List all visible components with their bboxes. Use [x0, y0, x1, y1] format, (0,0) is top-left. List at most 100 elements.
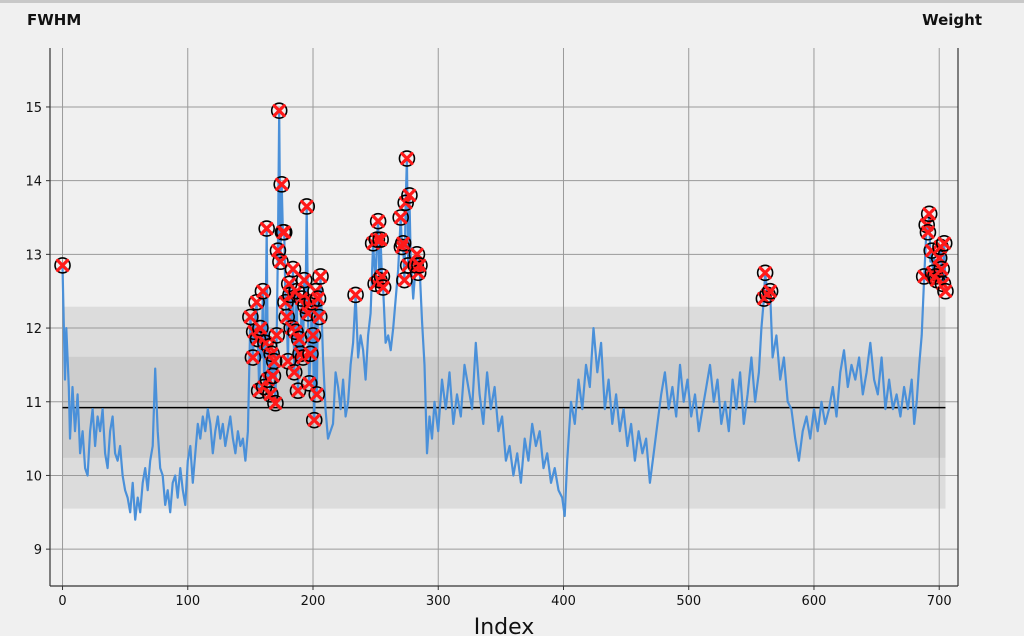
axes [46, 48, 959, 590]
outlier-cross [270, 328, 284, 343]
outlier-marker [401, 187, 418, 204]
outlier-marker [937, 282, 954, 300]
outlier-cross [263, 387, 278, 401]
x-tick-label: 700 [927, 594, 952, 609]
outlier-ring [294, 349, 312, 366]
outlier-ring [761, 282, 779, 300]
outlier-marker [920, 205, 938, 223]
outlier-markers [54, 102, 954, 429]
outlier-cross [763, 284, 777, 298]
x-tick-label: 600 [802, 594, 827, 609]
outlier-marker [309, 290, 327, 307]
outlier-marker [285, 363, 303, 381]
outlier-ring [392, 209, 409, 226]
outlier-cross [310, 387, 324, 401]
outlier-marker [254, 282, 272, 300]
outlier-cross [397, 273, 412, 287]
outlier-ring [260, 338, 278, 355]
outlier-marker [374, 279, 392, 296]
outlier-ring [262, 386, 279, 403]
outlier-ring [373, 268, 391, 285]
outlier-cross [376, 280, 390, 295]
outlier-ring [307, 282, 324, 300]
outlier-marker [244, 349, 262, 366]
outlier-cross [275, 177, 289, 191]
outlier-cross [371, 214, 385, 228]
outlier-ring [372, 231, 389, 248]
y-tick-label: 12 [25, 322, 42, 337]
outlier-ring [305, 411, 323, 429]
outlier-ring [394, 235, 412, 252]
outlier-marker [372, 231, 389, 248]
outlier-ring [272, 253, 289, 271]
outlier-cross [266, 369, 280, 383]
y-tick-label: 10 [25, 469, 42, 484]
outlier-marker [272, 253, 289, 271]
outlier-cross [396, 236, 410, 250]
x-tick-label: 200 [301, 594, 326, 609]
outlier-ring [265, 352, 283, 370]
outlier-ring [54, 257, 71, 274]
outlier-marker [258, 220, 275, 237]
outlier-cross [302, 376, 316, 390]
outlier-cross [935, 262, 949, 276]
x-tick-label: 500 [676, 594, 701, 609]
outlier-ring [275, 223, 293, 241]
outlier-ring [934, 275, 952, 293]
outlier-ring [935, 235, 953, 252]
outlier-cross [400, 151, 414, 166]
outlier-ring [263, 345, 280, 363]
outlier-marker [369, 212, 387, 230]
outlier-ring [268, 327, 285, 344]
outlier-ring [407, 257, 425, 274]
outlier-ring [309, 290, 327, 307]
outlier-marker [284, 260, 302, 278]
outlier-cross [292, 332, 306, 346]
outlier-cross [268, 396, 283, 410]
outlier-marker [304, 327, 322, 344]
outlier-ring [374, 279, 392, 296]
y-tick-labels: 9 10 11 12 13 14 15 [25, 101, 42, 558]
outlier-marker [935, 235, 953, 252]
outlier-cross [246, 350, 260, 365]
outlier-marker [252, 319, 269, 337]
outlier-marker [756, 264, 774, 282]
y-tick-label: 11 [25, 396, 42, 411]
outlier-cross [287, 365, 301, 379]
y-axis-label-right: Weight [922, 11, 982, 29]
outlier-ring [258, 220, 275, 237]
outlier-ring [369, 212, 387, 230]
outlier-cross [256, 284, 270, 298]
x-tick-label: 400 [551, 594, 576, 609]
x-tick-label: 300 [426, 594, 451, 609]
outlier-marker [270, 102, 288, 119]
outlier-marker [295, 271, 313, 289]
outlier-marker [267, 394, 284, 412]
outlier-marker [265, 352, 283, 370]
outlier-ring [411, 257, 428, 274]
outlier-cross [286, 262, 300, 276]
outlier-ring [284, 260, 302, 278]
outlier-cross [303, 347, 318, 361]
outlier-ring [244, 349, 262, 366]
y-tick-label: 13 [25, 248, 42, 263]
outlier-marker [392, 209, 409, 226]
outlier-cross [273, 255, 288, 269]
outlier-ring [308, 386, 326, 403]
outlier-cross [290, 284, 304, 298]
outlier-marker [305, 411, 323, 429]
outlier-marker [398, 150, 416, 167]
outlier-ring [254, 282, 272, 300]
outlier-ring [368, 231, 386, 248]
outlier-cross [348, 288, 363, 302]
outlier-marker [761, 282, 779, 300]
outlier-cross [374, 233, 388, 247]
outlier-marker [273, 176, 290, 193]
outlier-ring [756, 264, 774, 282]
outlier-cross [937, 236, 951, 250]
outlier-ring [312, 268, 329, 285]
outlier-cross [312, 310, 326, 324]
y-tick-label: 14 [25, 175, 42, 190]
outlier-marker [411, 257, 428, 274]
y-tick-label: 9 [34, 543, 42, 558]
